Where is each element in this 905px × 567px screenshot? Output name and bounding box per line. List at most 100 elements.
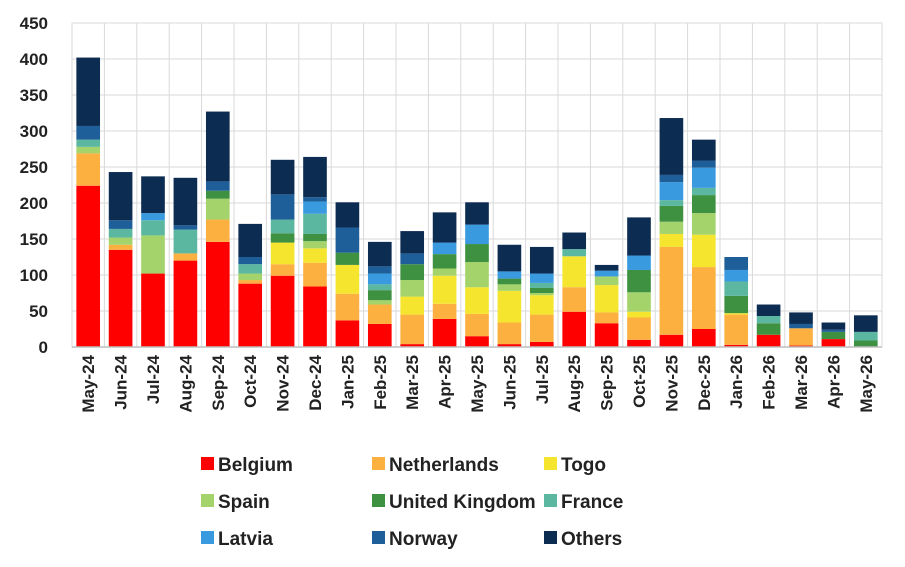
bar-segment-netherlands [335,293,360,321]
bar-segment-spain [659,221,684,234]
bar-segment-netherlands [497,322,522,345]
bar-segment-latvia [465,224,489,245]
bar-segment-france [756,316,781,324]
x-tick-label: Oct-25 [630,355,649,408]
x-tick-label: Oct-24 [241,354,260,407]
y-tick-label: 50 [29,302,48,321]
bar-segment-others [497,244,522,272]
bar-segment-spain [367,300,392,305]
bar-segment-france [659,200,684,206]
bar-segment-france [173,229,198,254]
bar-segment-norway [238,257,263,265]
legend-label: Belgium [218,455,293,476]
bar-segment-others [529,246,554,274]
bar-segment-belgium [205,241,230,347]
bar-segment-belgium [335,320,360,347]
legend-swatch [544,494,557,507]
bar-segment-others [432,212,457,243]
bar-segment-united-kingdom [303,233,327,242]
bar-segment-united-kingdom [400,264,425,281]
bar-segment-netherlands [173,253,198,261]
bar-segment-netherlands [627,317,651,340]
bar-segment-others [335,202,360,228]
bar-segment-others [821,322,846,330]
bar-segment-belgium [270,275,295,347]
bar-segment-others [627,217,651,256]
bar-segment-others [141,176,165,214]
legend-swatch [544,531,557,544]
bar-segment-spain [432,268,457,276]
bar-segment-latvia [497,271,522,279]
bar-segment-netherlands [594,312,619,324]
legend-swatch [201,457,214,470]
bar-segment-united-kingdom [497,278,522,285]
bar-segment-belgium [691,329,716,347]
bar-segment-togo [400,296,425,315]
x-tick-label: Dec-24 [306,354,325,410]
x-tick-label: Jun-25 [500,355,519,410]
bar-segment-france [108,228,133,238]
bar-segment-others [756,304,781,317]
bar-segment-norway [659,174,684,183]
bar-segment-netherlands [303,262,327,287]
bar-segment-belgium [756,334,781,347]
bar-segment-others [400,231,425,254]
x-tick-label: May-24 [79,354,98,412]
bar-segment-others [562,232,587,250]
x-tick-label: Jan-26 [727,355,746,409]
bar-segment-others [173,177,198,226]
legend-swatch [201,494,214,507]
bar-segment-latvia [627,255,651,270]
bar-segment-latvia [432,242,457,255]
bar-segment-others [367,241,392,267]
bar-segment-togo [497,290,522,323]
bar-segment-belgium [724,344,749,347]
x-tick-label: Apr-25 [436,355,455,409]
legend-swatch [372,531,385,544]
bar-segment-belgium [238,283,263,347]
bar-segment-togo [691,234,716,268]
bar-segment-netherlands [724,314,749,345]
bar-segment-togo [594,285,619,313]
bar-segment-others [659,118,684,175]
legend-swatch [201,531,214,544]
bar-segment-togo [335,264,360,294]
bar-segment-togo [529,295,554,315]
bar-segment-latvia [691,167,716,188]
bar-segment-united-kingdom [335,252,360,265]
bar-segment-netherlands [400,314,425,345]
bar-segment-togo [270,242,295,265]
bar-segment-netherlands [270,264,295,276]
bar-segment-netherlands [367,304,392,324]
bar-segment-norway [691,160,716,168]
bar-segment-spain [529,293,554,296]
bar-segment-united-kingdom [432,254,457,269]
bar-segment-others [303,156,327,198]
bar-segment-united-kingdom [691,195,716,214]
bar-segment-belgium [821,339,846,347]
bar-segment-norway [335,227,360,253]
bar-segment-belgium [108,249,133,347]
bar-segment-spain [141,235,165,274]
bar-segment-belgium [529,341,554,347]
bar-segment-belgium [659,334,684,347]
bar-segment-togo [465,287,489,314]
y-tick-label: 400 [20,50,48,69]
bar-segment-spain [465,262,489,288]
bar-segment-netherlands [205,219,230,242]
x-tick-label: Feb-25 [371,355,390,410]
bar-segment-norway [789,323,813,329]
bar-segment-france [76,139,101,147]
legend-swatch [372,457,385,470]
bar-segment-spain [627,292,651,312]
y-tick-label: 450 [20,14,48,33]
bar-segment-france [367,284,392,291]
bar-segment-togo [432,275,457,304]
bar-segment-spain [205,198,230,220]
legend-label: Norway [389,529,458,550]
bar-segment-netherlands [691,267,716,329]
legend-label: France [561,492,623,513]
bar-segment-france [303,213,327,234]
bar-segment-belgium [303,286,327,347]
